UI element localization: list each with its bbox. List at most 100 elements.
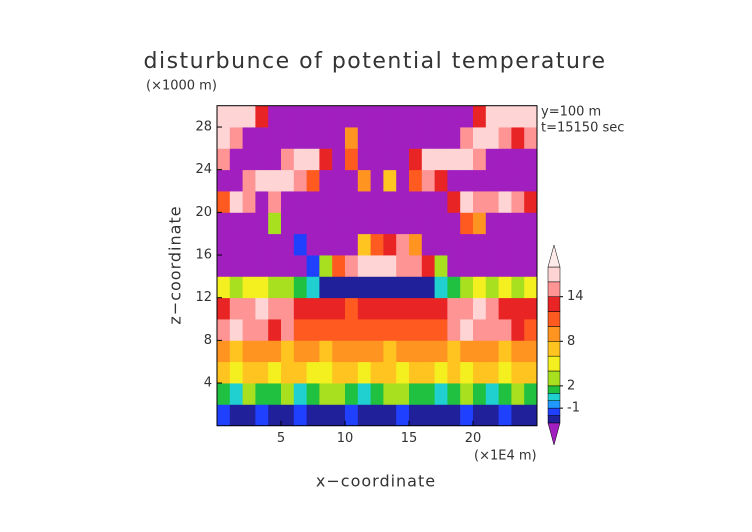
cell [511,383,525,405]
cell [370,276,384,299]
cell [473,404,487,427]
cell [447,319,461,341]
cell [498,212,512,235]
cell [511,340,525,363]
cell [332,169,346,192]
cell [332,319,346,341]
cell [242,148,256,171]
cell [485,361,499,384]
cell [357,127,371,149]
cell [485,297,499,320]
cell [370,361,384,384]
cell [281,212,295,235]
cell [345,404,359,427]
cell [460,233,474,256]
cell [421,319,435,341]
x-axis-label: x−coordinate [316,472,436,491]
cell [217,276,231,299]
colorbar-box [547,415,561,424]
cell [319,383,333,405]
cell [268,233,282,256]
cell [498,404,512,427]
cell [281,297,295,320]
cell [306,233,320,256]
cell [217,340,231,363]
cell [511,169,525,192]
cell [217,233,231,256]
cell [255,212,269,235]
cell [396,233,410,256]
cell [357,319,371,341]
cell [383,148,397,171]
cell [242,233,256,256]
cell [268,212,282,235]
cell [357,383,371,405]
cell [357,276,371,299]
cell [434,212,448,235]
cell [319,169,333,192]
y-tick-label: 24 [195,162,212,177]
cell [473,233,487,256]
cell [345,340,359,363]
cell [229,404,243,427]
cell [268,297,282,320]
cell [229,276,243,299]
cell [434,191,448,213]
y-tick-label: 12 [195,290,212,305]
cell [447,404,461,427]
cell [268,191,282,213]
cell [409,383,423,405]
cell [409,361,423,384]
cell [332,361,346,384]
cell [217,212,231,235]
cell [485,404,499,427]
cell [460,169,474,192]
cell [306,319,320,341]
cell [306,148,320,171]
cell [434,127,448,149]
cell [498,233,512,256]
cell [217,191,231,213]
cell [511,233,525,256]
cell [383,297,397,320]
cell [268,340,282,363]
cell [306,297,320,320]
cell [242,105,256,128]
cell [217,297,231,320]
cell [319,148,333,171]
cell [498,127,512,149]
cell [281,383,295,405]
cell [268,255,282,277]
cell [357,148,371,171]
cell [306,255,320,277]
cell [293,361,307,384]
cell [357,191,371,213]
x-tick-label: 15 [401,431,418,446]
cell [255,255,269,277]
cell [319,255,333,277]
cell [281,105,295,128]
cell [421,191,435,213]
cell [332,105,346,128]
cell [434,361,448,384]
cell [473,212,487,235]
colorbar-box [547,407,561,416]
colorbar-over [547,244,561,268]
cell [485,319,499,341]
cell [524,212,538,235]
cell [306,169,320,192]
cell [511,276,525,299]
cell [460,383,474,405]
cell [332,127,346,149]
plot-frame [216,105,538,427]
colorbar-tick-label: 2 [567,378,575,393]
cell [434,233,448,256]
cell [396,127,410,149]
cell [421,255,435,277]
cell [485,127,499,149]
cell [511,191,525,213]
cell [217,319,231,341]
y-tick-label: 28 [195,120,212,135]
cell [421,127,435,149]
